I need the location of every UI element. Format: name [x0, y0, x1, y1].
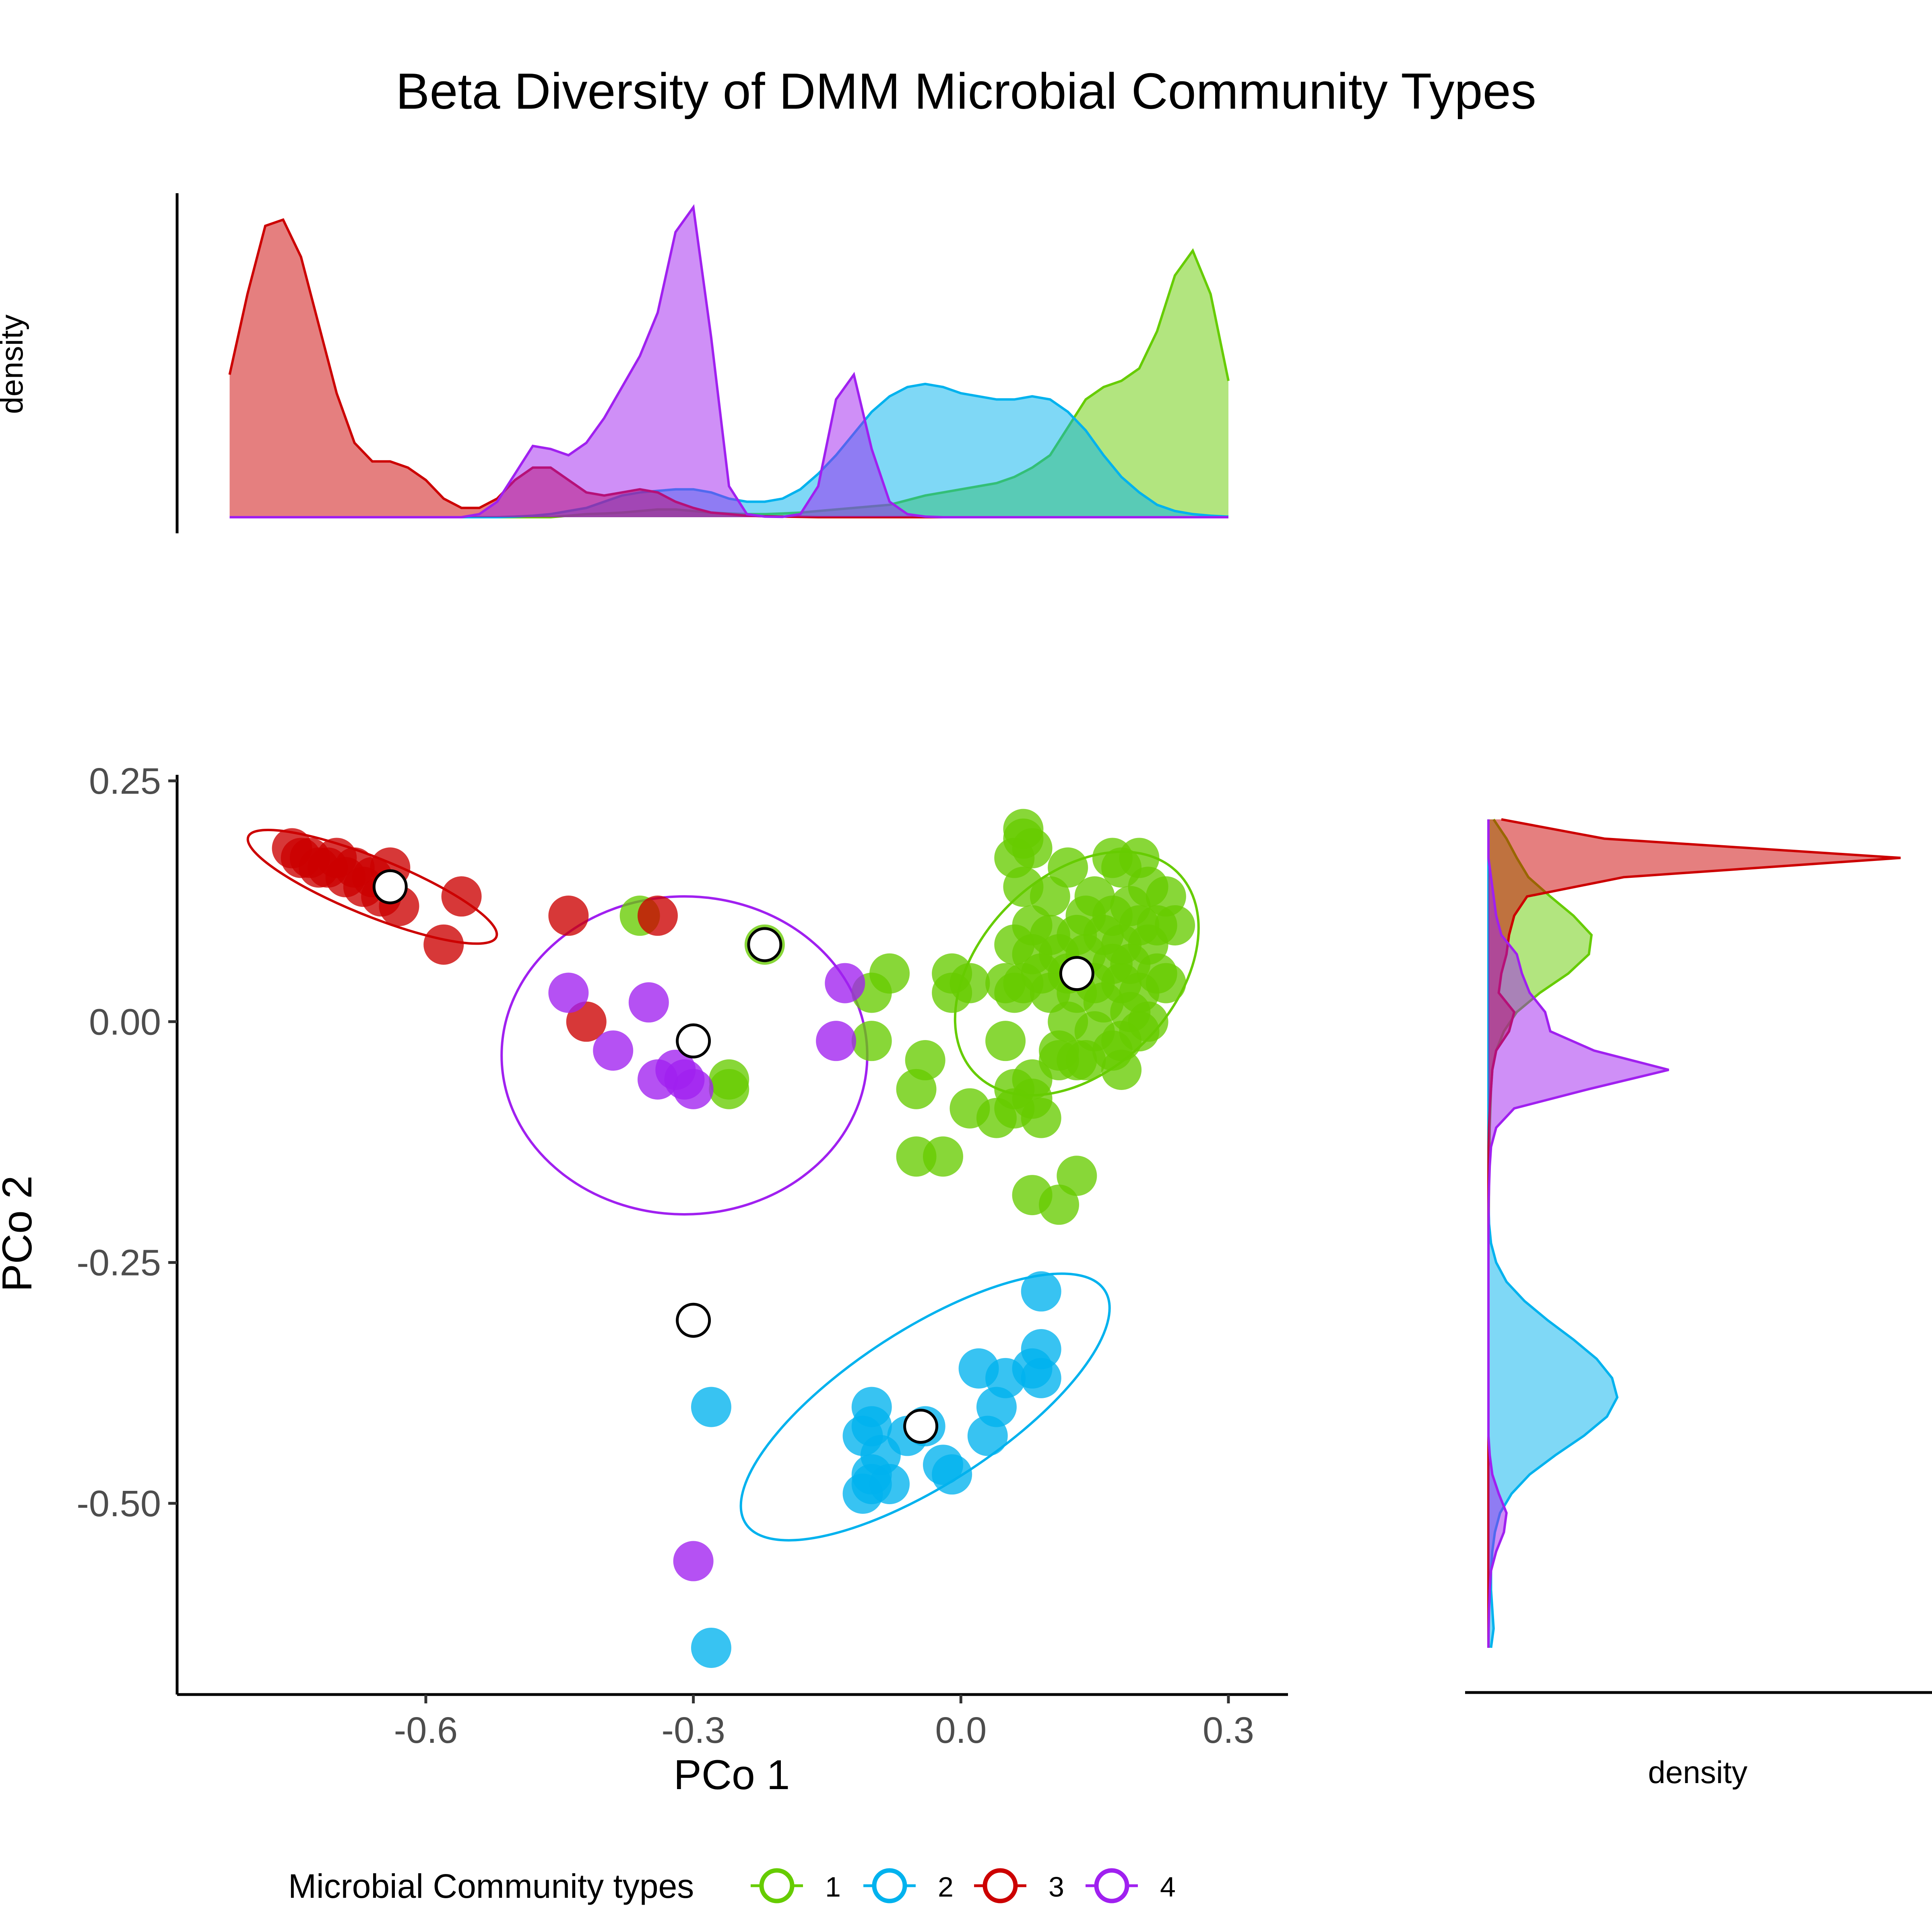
- legend-key-label-3: 3: [1049, 1871, 1064, 1903]
- data-point-group-2: [968, 1416, 1008, 1456]
- centroid-marker-group-1: [1061, 958, 1093, 990]
- legend-key-label-1: 1: [825, 1871, 841, 1903]
- data-point-group-4: [629, 982, 669, 1022]
- data-point-group-4: [548, 973, 588, 1013]
- data-point-group-2: [1021, 1358, 1061, 1398]
- y-tick-label: -0.50: [76, 1483, 161, 1524]
- centroid-marker-group-4: [677, 1025, 710, 1057]
- y-tick-label: 0.00: [89, 1001, 161, 1042]
- data-point-group-4: [673, 1541, 714, 1581]
- data-point-group-1: [985, 1021, 1026, 1061]
- legend-key-label-2: 2: [938, 1871, 954, 1903]
- data-point-group-4: [816, 1021, 856, 1061]
- data-point-group-1: [709, 1069, 749, 1109]
- centroid-marker-group-2: [905, 1410, 937, 1442]
- data-point-group-3: [442, 876, 482, 916]
- y-tick-label: 0.25: [89, 761, 161, 802]
- data-point-group-1: [1101, 1050, 1141, 1090]
- centroid-marker-group-4: [677, 1304, 710, 1336]
- legend-key-marker-4: [1096, 1870, 1127, 1901]
- y-axis-title: PCo 2: [0, 1175, 41, 1292]
- data-point-group-4: [825, 963, 865, 1003]
- x-tick-label: -0.6: [394, 1710, 458, 1751]
- data-point-group-1: [994, 973, 1034, 1013]
- data-point-group-1: [923, 1136, 963, 1177]
- x-tick-label: 0.0: [935, 1710, 987, 1751]
- data-point-group-1: [1057, 1040, 1097, 1080]
- data-point-group-2: [843, 1474, 883, 1514]
- centroid-marker-group-3: [374, 871, 406, 903]
- data-point-group-4: [593, 1030, 633, 1071]
- data-point-group-3: [548, 896, 588, 936]
- x-axis-title: PCo 1: [673, 1752, 790, 1798]
- data-point-group-3: [423, 925, 464, 965]
- data-point-group-1: [1057, 1156, 1097, 1196]
- legend-key-marker-3: [985, 1870, 1016, 1901]
- data-point-group-2: [691, 1628, 731, 1668]
- legend-key-label-4: 4: [1160, 1871, 1176, 1903]
- data-point-group-1: [852, 1021, 892, 1061]
- data-point-group-3: [638, 896, 678, 936]
- legend-key-marker-2: [874, 1870, 905, 1901]
- right-density-label: density: [1648, 1754, 1747, 1790]
- centroid-marker-group-1: [749, 929, 781, 961]
- legend-key-marker-1: [762, 1870, 792, 1901]
- data-point-group-2: [691, 1387, 731, 1427]
- legend-title: Microbial Community types: [288, 1867, 694, 1905]
- data-point-group-1: [932, 973, 972, 1013]
- chart-title: Beta Diversity of DMM Microbial Communit…: [396, 63, 1536, 120]
- data-point-group-2: [1021, 1271, 1061, 1311]
- data-point-group-2: [923, 1445, 963, 1485]
- data-point-group-4: [673, 1069, 714, 1109]
- x-tick-label: 0.3: [1203, 1710, 1254, 1751]
- top-density-label: density: [0, 314, 29, 414]
- data-point-group-1: [896, 1069, 937, 1109]
- x-tick-label: -0.3: [661, 1710, 725, 1751]
- data-point-group-2: [959, 1348, 999, 1389]
- y-tick-label: -0.25: [76, 1243, 161, 1284]
